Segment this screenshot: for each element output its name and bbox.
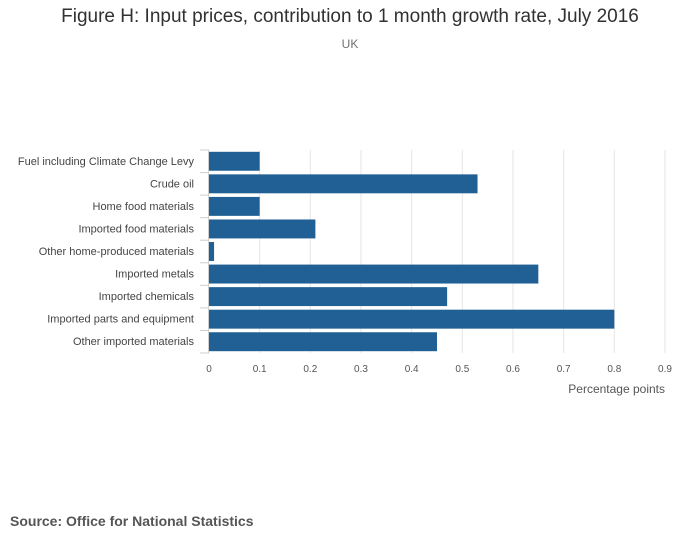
bar bbox=[209, 242, 215, 261]
category-label: Imported parts and equipment bbox=[47, 314, 194, 326]
x-tick-label: 0.9 bbox=[658, 364, 672, 375]
category-label: Home food materials bbox=[93, 201, 195, 213]
source-note: Source: Office for National Statistics bbox=[10, 513, 254, 529]
category-label: Crude oil bbox=[150, 178, 194, 190]
bar bbox=[209, 332, 437, 352]
bar bbox=[209, 264, 539, 284]
category-label: Other imported materials bbox=[73, 336, 195, 348]
category-label: Imported food materials bbox=[78, 223, 194, 235]
bar bbox=[209, 219, 316, 239]
chart-subtitle: UK bbox=[341, 37, 359, 51]
x-tick-label: 0.7 bbox=[557, 364, 571, 375]
category-label: Other home-produced materials bbox=[39, 246, 195, 258]
bar bbox=[209, 309, 615, 329]
bar bbox=[209, 174, 478, 194]
bar bbox=[209, 287, 448, 307]
bar bbox=[209, 196, 260, 216]
x-tick-label: 0.4 bbox=[405, 364, 419, 375]
x-tick-label: 0.6 bbox=[506, 364, 520, 375]
bar bbox=[209, 151, 260, 171]
category-label: Imported chemicals bbox=[99, 291, 195, 303]
x-tick-label: 0.5 bbox=[455, 364, 469, 375]
x-tick-label: 0.8 bbox=[607, 364, 621, 375]
x-tick-label: 0.2 bbox=[303, 364, 317, 375]
category-label: Imported metals bbox=[115, 269, 194, 281]
x-axis-title: Percentage points bbox=[568, 382, 665, 396]
chart-title: Figure H: Input prices, contribution to … bbox=[61, 6, 639, 27]
x-tick-label: 0.3 bbox=[354, 364, 368, 375]
category-label: Fuel including Climate Change Levy bbox=[18, 156, 195, 168]
x-tick-label: 0.1 bbox=[253, 364, 267, 375]
x-tick-label: 0 bbox=[206, 364, 212, 375]
